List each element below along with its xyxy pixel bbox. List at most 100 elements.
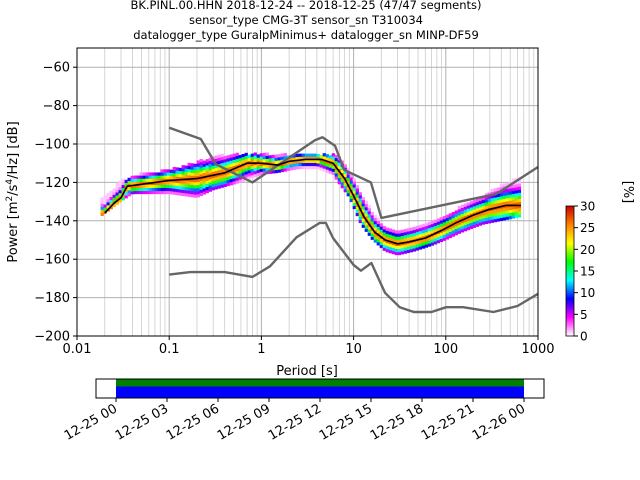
psd-cell [388,240,392,245]
psd-cell [148,175,152,179]
colorbar-tick-label: 0 [580,330,588,344]
psd-cell [463,212,468,216]
psd-cell [502,214,507,218]
psd-cell [136,184,140,188]
psd-cell [235,177,239,181]
psd-cell [124,189,128,193]
psd-cell [466,205,471,209]
psd-cell [514,214,519,219]
psd-cell [379,244,383,249]
psd-cell [499,199,504,203]
psd-cell [403,247,407,251]
psd-cell [292,154,296,158]
psd-cell [517,204,522,209]
psd-cell [493,203,498,207]
psd-cell [502,207,507,212]
psd-cell [220,159,224,164]
psd-cell [232,162,236,167]
psd-cell [247,176,251,180]
psd-cell [184,168,188,172]
psd-cell [418,240,423,244]
psd-cell [301,162,305,167]
psd-cell [247,170,251,174]
psd-cell [232,178,236,182]
psd-cell [421,242,426,246]
psd-cell [205,186,209,191]
psd-cell [199,180,203,184]
psd-cell [355,191,359,195]
psd-cell [487,217,492,221]
psd-cell [355,188,359,192]
psd-cell [337,165,341,169]
psd-cell [169,172,173,176]
timeline-tick-label: 12-25 18 [368,401,426,443]
mean-curve [104,158,521,245]
psd-cell [169,188,173,192]
psd-cell [223,162,227,166]
psd-cell [172,166,176,171]
psd-cell [130,185,134,189]
psd-cell [205,180,209,184]
psd-cell [214,167,218,172]
psd-cell [418,243,423,247]
psd-cell [181,165,185,169]
psd-cell [292,166,296,170]
psd-cell [181,189,185,193]
psd-cell [415,225,419,230]
psd-cell [304,153,308,157]
psd-cell [400,232,404,237]
psd-cell [478,200,483,205]
psd-cell [301,165,305,170]
psd-cell [160,184,164,188]
psd-cell [421,233,426,237]
psd-cell [508,191,513,195]
psd-cell [124,182,128,187]
psd-cell [409,242,413,247]
psd-cell [433,228,438,233]
psd-cell [244,158,248,163]
psd-cell [118,190,122,194]
psd-cell [442,237,447,241]
x-tick-label: 1000 [521,342,554,357]
psd-cell [298,159,302,164]
psd-cell [145,187,149,192]
psd-cell [349,195,353,200]
colorbar-tick-label: 25 [580,221,595,235]
psd-cell [220,175,224,179]
psd-cell [493,209,498,214]
psd-cell [313,159,317,164]
psd-cell [496,218,501,222]
psd-cell [280,165,284,170]
psd-cell [502,198,507,202]
psd-cell [148,178,152,182]
psd-cell [214,180,218,184]
psd-cell [499,217,504,222]
psd-cell [406,246,410,250]
psd-cell [244,174,248,178]
psd-cell [355,206,359,210]
colorbar [565,205,575,337]
psd-cell [403,235,407,239]
psd-cell [151,175,155,179]
psd-cell [172,185,176,189]
psd-cell [193,185,197,189]
psd-cell [139,181,143,185]
psd-cell [316,166,320,170]
psd-cell [193,179,197,183]
psd-cell [235,152,239,157]
psd-cell [418,246,423,250]
psd-cell [121,194,125,198]
psd-cell [409,236,413,241]
psd-cell [454,213,459,217]
psd-cell [262,159,266,163]
psd-cell [235,180,239,184]
psd-cell [214,164,218,168]
psd-cell [211,171,215,175]
psd-cell [472,200,477,204]
psd-cell [391,247,395,252]
psd-cell [511,200,516,204]
psd-cell [160,172,164,176]
psd-cell [262,171,266,175]
psd-cell [436,224,441,228]
psd-cell [511,193,516,198]
